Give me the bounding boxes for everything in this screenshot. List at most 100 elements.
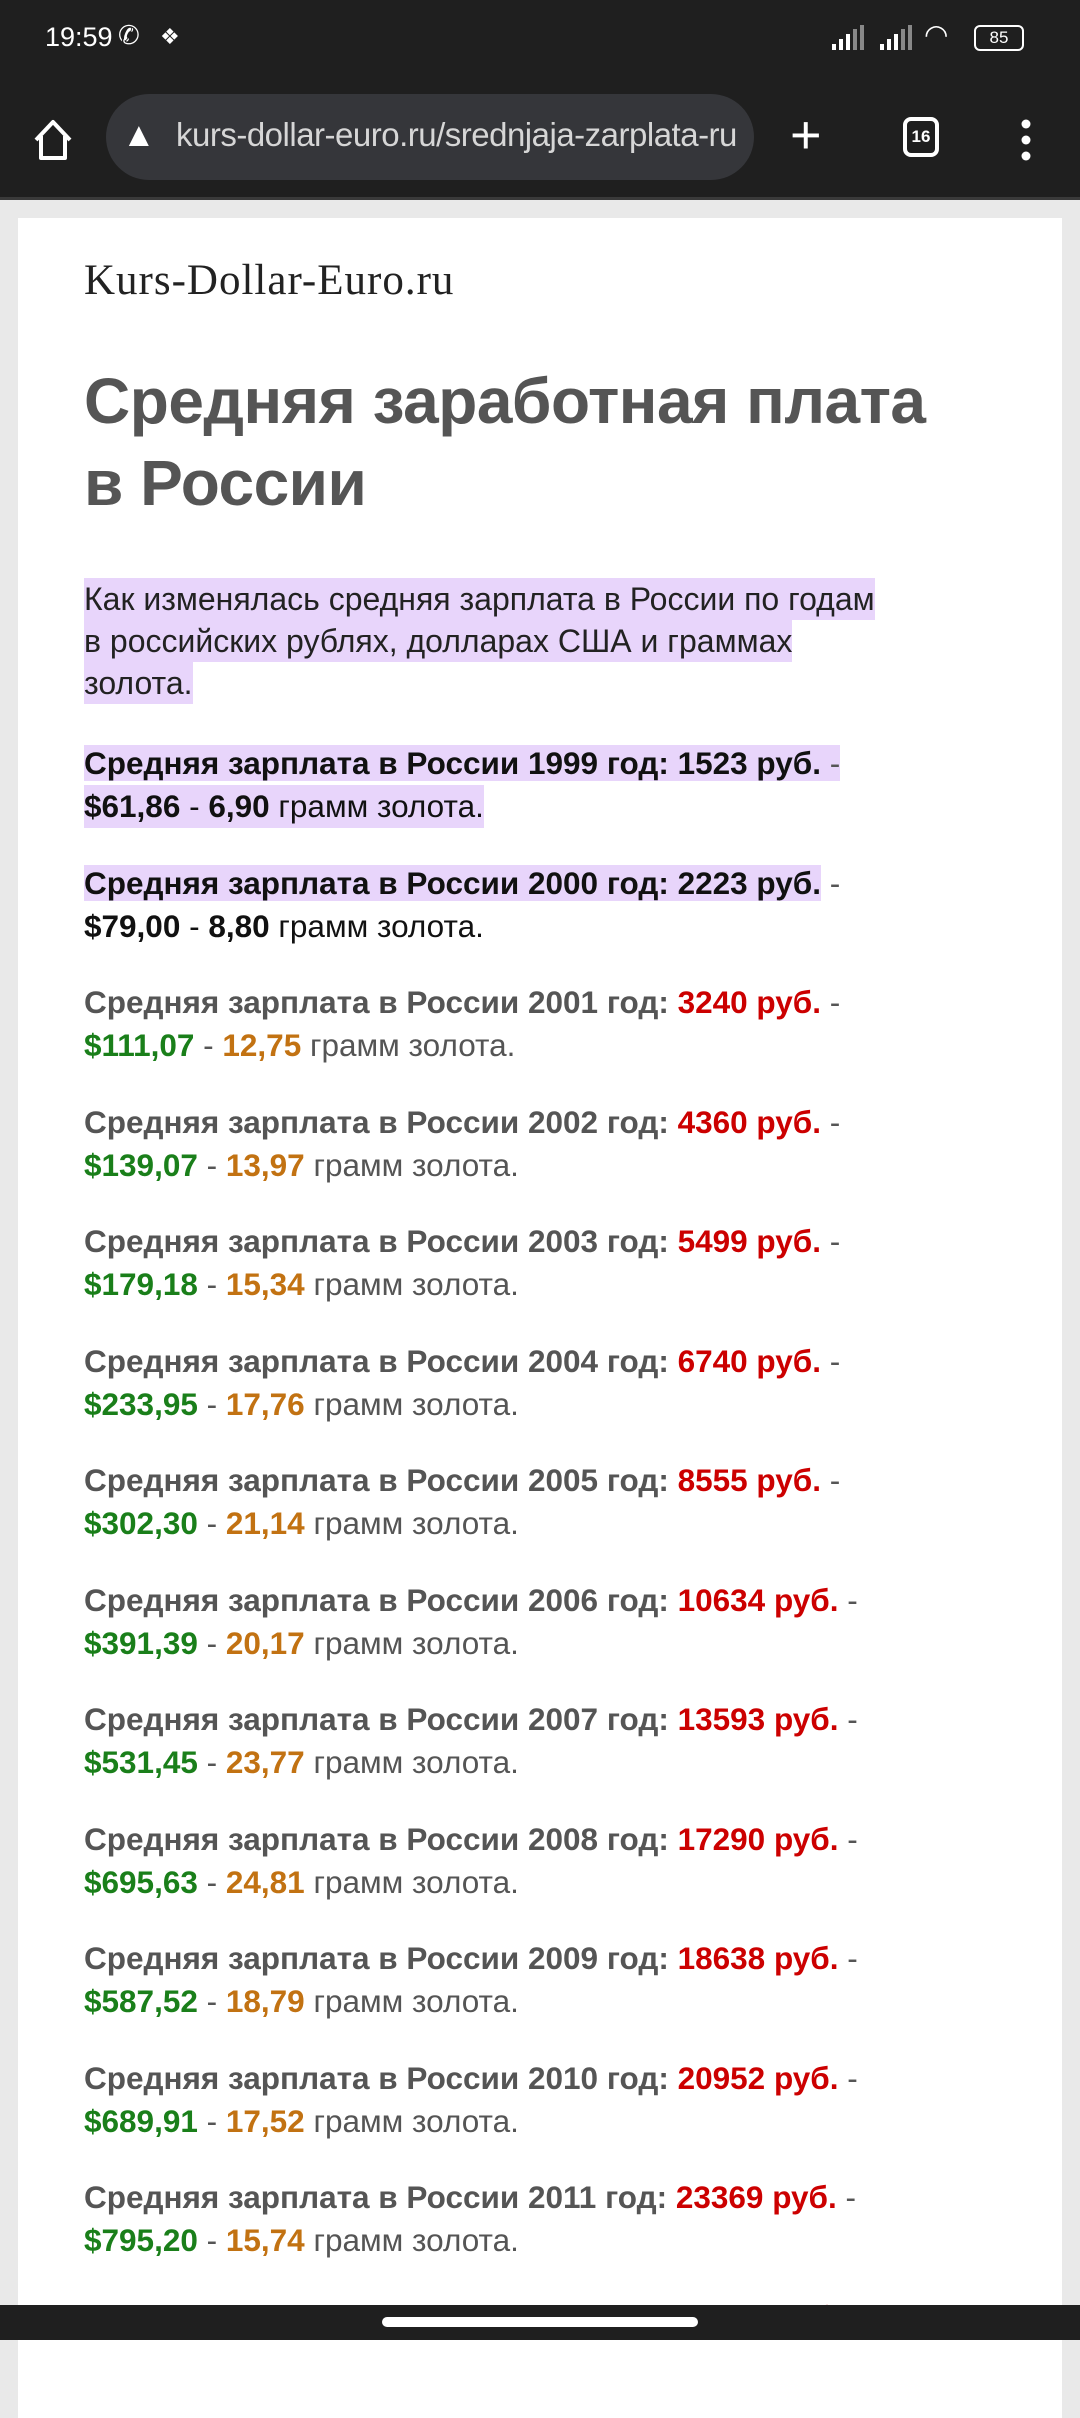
gold-unit: грамм золота. [304,1983,519,2019]
entry-label: год: [598,1940,678,1976]
title-line: в России [84,447,367,519]
entry-line: Средняя зарплата в России 2000 год: 2223… [84,862,840,905]
entry-label: Средняя зарплата в России [84,745,528,781]
entry-line: Средняя зарплата в России 2008 год: 1729… [84,1818,858,1861]
separator: - [197,1744,226,1780]
rub-value: 10634 руб. [677,1581,839,1618]
entry-label: год: [598,1701,678,1737]
entry-label: Средняя зарплата в России [84,1940,528,1976]
entry-label: Средняя зарплата в России [84,864,528,901]
usd-value: $111,07 [84,1027,195,1063]
entry-label: Средняя зарплата в России [84,1581,528,1618]
usd-value: $79,00 [84,907,181,944]
menu-icon[interactable] [1016,118,1036,162]
rub-value: 8555 руб. [677,1462,821,1498]
entry-line: $587,52 - 18,79 грамм золота. [84,1980,519,2023]
usd-value: $179,18 [84,1266,198,1302]
entry-line: Средняя зарплата в России 2004 год: 6740… [84,1340,840,1383]
entry-label: Средняя зарплата в России [84,1103,528,1140]
salary-entry: Средняя зарплата в России 2007 год: 1359… [84,1698,858,1784]
separator: - [197,1863,226,1900]
home-icon[interactable] [32,118,74,162]
separator: - [838,1940,858,1976]
separator: - [838,1581,858,1618]
tabs-button[interactable]: 16 [903,117,939,157]
entry-year: 2011 [527,2179,597,2215]
entry-line: $233,95 - 17,76 грамм золота. [84,1383,519,1426]
salary-entry: Средняя зарплата в России 2001 год: 3240… [84,981,840,1067]
separator: - [838,1820,858,1857]
separator: - [197,2222,226,2258]
usd-value: $795,20 [84,2222,198,2258]
rub-value: 17290 руб. [677,1820,839,1857]
separator: - [820,1462,841,1498]
url-text[interactable]: kurs-dollar-euro.ru/srednjaja-zarplata-r… [176,116,737,153]
entry-label: Средняя зарплата в России [84,1342,528,1379]
browser-toolbar: ▲ kurs-dollar-euro.ru/srednjaja-zarplata… [0,90,1080,200]
gold-unit: грамм золота. [304,1863,519,1900]
gold-unit: грамм золота. [304,1385,519,1422]
gold-value: 23,77 [225,1744,305,1780]
signal-icon [832,25,864,50]
entry-year: 2005 [527,1462,599,1498]
rub-value: 23369 руб. [675,2179,837,2215]
gold-value: 21,14 [225,1505,305,1541]
gold-unit: грамм золота. [304,2102,519,2139]
title-line: Средняя заработная плата [84,365,926,437]
usd-value: $302,30 [84,1505,198,1541]
intro-paragraph: Как изменялась средняя зарплата в России… [84,578,875,704]
entry-year: 2003 [527,1223,599,1259]
separator: - [838,2059,858,2096]
entry-line: $695,63 - 24,81 грамм золота. [84,1861,519,1904]
battery-icon: 85 [974,25,1024,51]
gold-unit: грамм золота. [304,1266,519,1302]
salary-entry: Средняя зарплата в России 2004 год: 6740… [84,1340,840,1426]
site-logo[interactable]: Kurs-Dollar-Euro.ru [84,257,455,304]
gold-value: 18,79 [225,1983,305,2019]
entry-year: 2007 [527,1701,599,1737]
wifi-icon: ◠ [924,19,949,50]
gold-unit: грамм золота. [301,1027,516,1063]
salary-entry: Средняя зарплата в России 2005 год: 8555… [84,1459,840,1545]
status-bar: 19:59 ✆ ❖ ◠ 85 [0,0,1080,90]
entry-line: Средняя зарплата в России 2002 год: 4360… [84,1101,840,1144]
entry-year: 2004 [527,1342,599,1379]
salary-entry: Средняя зарплата в России 2000 год: 2223… [84,862,840,948]
signal-icon [880,25,912,50]
entry-label: Средняя зарплата в России [84,984,528,1020]
separator: - [197,1266,226,1302]
salary-entry: Средняя зарплата в России 2006 год: 1063… [84,1579,858,1665]
separator: - [820,864,841,901]
separator: - [836,2179,857,2215]
address-bar[interactable]: ▲ kurs-dollar-euro.ru/srednjaja-zarplata… [106,94,754,180]
separator: - [197,1146,226,1183]
salary-entry: Средняя зарплата в России 2003 год: 5499… [84,1220,840,1306]
gold-unit: грамм золота. [269,788,484,824]
entry-year: 2002 [527,1103,599,1140]
entry-label: год: [598,745,678,781]
intro-line: Как изменялась средняя зарплата в России… [84,578,875,620]
entry-label: год: [598,2059,678,2096]
home-gesture-handle[interactable] [382,2317,698,2327]
entry-line: Средняя зарплата в России 2009 год: 1863… [84,1937,858,1980]
separator: - [197,1385,226,1422]
gold-unit: грамм золота. [304,1505,519,1541]
entry-year: 2009 [527,1940,599,1976]
entry-line: $531,45 - 23,77 грамм золота. [84,1741,519,1784]
usd-value: $531,45 [84,1744,198,1780]
new-tab-plus-icon[interactable]: + [790,105,822,165]
entry-line: $302,30 - 21,14 грамм золота. [84,1502,519,1545]
rub-value: 5499 руб. [677,1223,821,1259]
entry-line: Средняя зарплата в России 2001 год: 3240… [84,981,840,1024]
gold-unit: грамм золота. [304,1744,519,1780]
entry-label: год: [598,1462,678,1498]
warning-icon[interactable]: ▲ [122,116,156,154]
separator: - [197,2102,226,2139]
page-title: Средняя заработная плата в России [84,360,1044,524]
gold-value: 20,17 [225,1624,305,1661]
gold-value: 15,74 [225,2222,305,2258]
entry-year: 2006 [527,1581,599,1618]
gold-unit: грамм золота. [304,1624,519,1661]
salary-entry: Средняя зарплата в России 2010 год: 2095… [84,2057,858,2143]
entry-line: Средняя зарплата в России 2011 год: 2336… [84,2176,856,2219]
